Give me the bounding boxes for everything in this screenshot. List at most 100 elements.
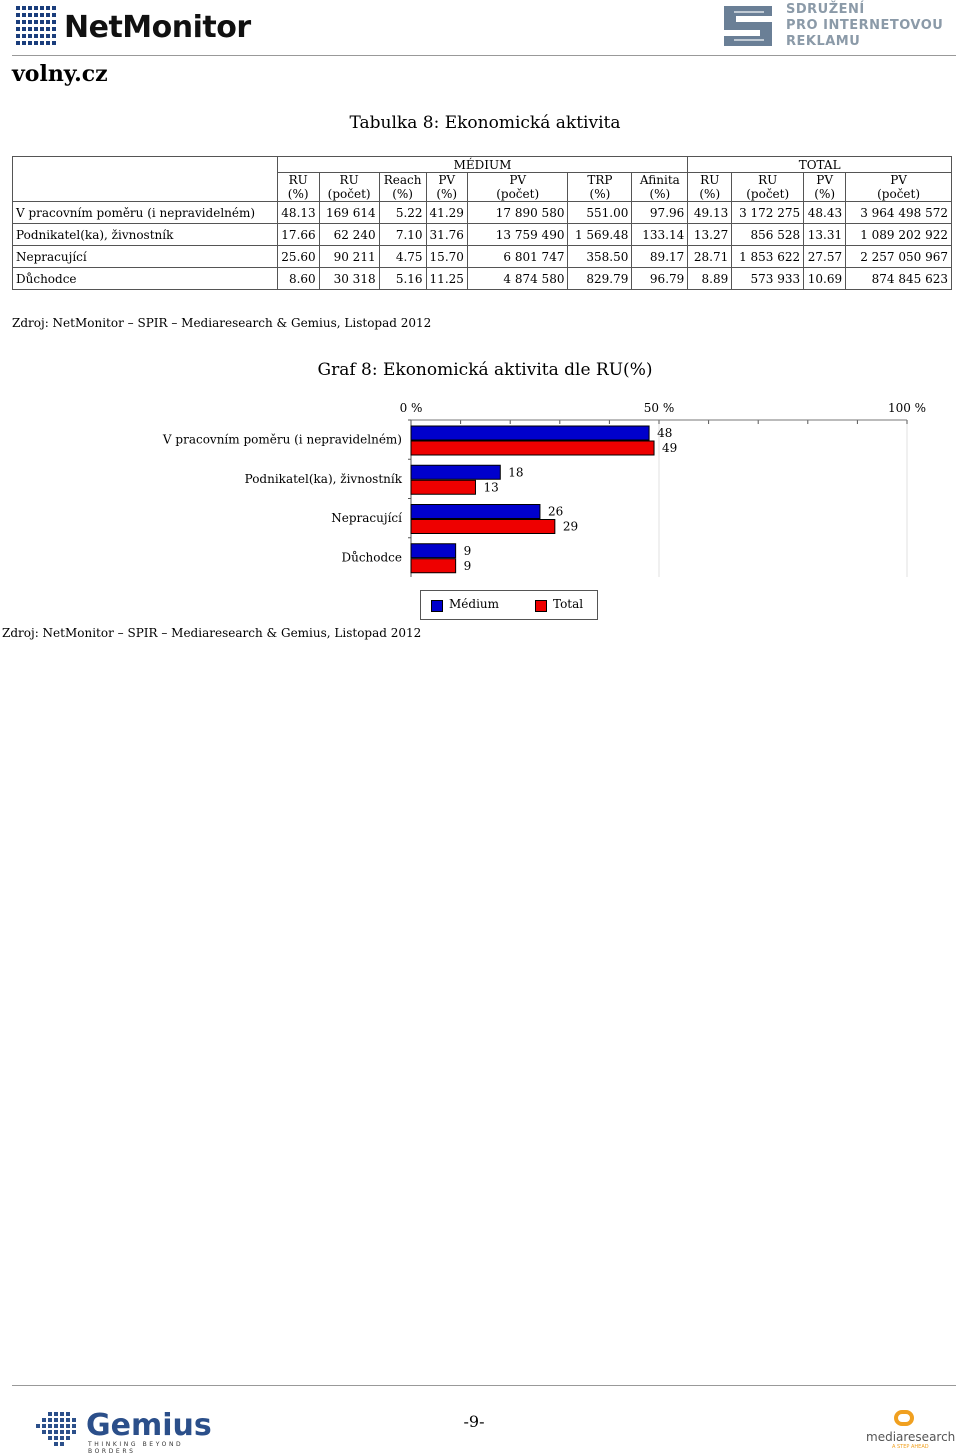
table-cell: 358.50 <box>567 245 633 268</box>
table-cell: 133.14 <box>631 223 689 246</box>
table-cell: 97.96 <box>631 201 689 224</box>
gemius-tagline: THINKING BEYOND BORDERS <box>88 1441 184 1455</box>
spir-line-2: PRO INTERNETOVOU <box>786 18 944 33</box>
table-cell: 25.60 <box>276 245 320 268</box>
table-source: Zdroj: NetMonitor – SPIR – Mediaresearch… <box>12 316 432 330</box>
column-header: RU (počet) <box>318 172 380 202</box>
table-cell: 10.69 <box>803 267 847 290</box>
gemius-dots-icon <box>36 1412 76 1446</box>
bar-medium <box>410 504 541 519</box>
spir-s-icon <box>724 6 772 46</box>
table-cell: 17.66 <box>276 223 320 246</box>
x-tick-label: 0 % <box>400 401 423 415</box>
table-cell: 48.13 <box>276 201 320 224</box>
column-header: Afinita (%) <box>631 172 689 202</box>
table-cell: 13.31 <box>803 223 847 246</box>
table-cell: 829.79 <box>567 267 633 290</box>
table-cell: 30 318 <box>318 267 380 290</box>
economic-activity-chart: 0 % 50 % 100 % V pracovním poměru (i neprav… <box>162 401 926 577</box>
data-label-medium: 18 <box>508 465 523 479</box>
legend-swatch-total <box>535 600 547 612</box>
chart-source: Zdroj: NetMonitor – SPIR – Mediaresearch… <box>2 626 422 640</box>
table-cell: 1 853 622 <box>731 245 805 268</box>
table-cell: 27.57 <box>803 245 847 268</box>
data-label-medium: 48 <box>657 426 672 440</box>
column-header: PV (%) <box>803 172 847 202</box>
table-cell: 31.76 <box>425 223 468 246</box>
category-label: Nepracující <box>331 511 402 525</box>
bar-total <box>410 440 655 456</box>
group-header-medium: MÉDIUM <box>276 156 689 173</box>
chart-title: Graf 8: Ekonomická aktivita dle RU(%) <box>317 360 653 380</box>
gemius-logo: Gemius THINKING BEYOND BORDERS <box>34 1408 214 1455</box>
row-label: Důchodce <box>12 267 278 290</box>
table-cell: 874 845 623 <box>845 267 952 290</box>
table-cell: 7.10 <box>378 223 427 246</box>
site-name: volny.cz <box>12 61 108 87</box>
bar-total <box>410 558 457 574</box>
category-label: V pracovním poměru (i nepravidelném) <box>162 433 402 447</box>
table-cell: 89.17 <box>631 245 689 268</box>
mediaresearch-logo: mediaresearch A STEP AHEAD <box>862 1410 956 1452</box>
table-cell: 13.27 <box>687 223 733 246</box>
bar-total <box>410 479 476 495</box>
table-row: Důchodce 8.60 30 318 5.16 11.25 4 874 58… <box>12 267 952 290</box>
economic-activity-table: MÉDIUM TOTAL RU (%) RU (počet) Reach (%) PV… <box>12 156 952 290</box>
table-cell: 5.16 <box>378 267 427 290</box>
mediaresearch-tagline: A STEP AHEAD <box>892 1444 929 1450</box>
table-cell: 856 528 <box>731 223 805 246</box>
category-label: Podnikatel(ka), živnostník <box>245 472 403 486</box>
data-label-total: 13 <box>483 480 498 494</box>
netmonitor-brand: NetMonitor <box>64 10 251 45</box>
table-cell: 2 257 050 967 <box>845 245 952 268</box>
table-cell: 551.00 <box>567 201 633 224</box>
table-cell: 1 569.48 <box>567 223 633 246</box>
column-header: RU (%) <box>687 172 733 202</box>
table-row: Podnikatel(ka), živnostník 17.66 62 240 … <box>12 223 952 246</box>
x-tick-label: 50 % <box>644 401 675 415</box>
bar-total <box>410 519 556 534</box>
table-cell: 6 801 747 <box>466 245 569 268</box>
row-label: V pracovním poměru (i nepravidelném) <box>12 201 278 224</box>
table-cell: 17 890 580 <box>466 201 569 224</box>
table-cell: 1 089 202 922 <box>845 223 952 246</box>
column-header: PV (počet) <box>466 172 569 202</box>
x-tick-label: 100 % <box>888 401 926 415</box>
table-cell: 11.25 <box>425 267 468 290</box>
bar-medium <box>410 464 501 480</box>
table-cell: 8.60 <box>276 267 320 290</box>
data-label-medium: 26 <box>548 505 563 519</box>
table-cell: 13 759 490 <box>466 223 569 246</box>
row-label: Nepracující <box>12 245 278 268</box>
bar-medium <box>410 543 457 559</box>
table-cell: 8.89 <box>687 267 733 290</box>
table-cell: 573 933 <box>731 267 805 290</box>
category-label: Důchodce <box>341 549 402 564</box>
table-cell: 3 172 275 <box>731 201 805 224</box>
column-header: RU (%) <box>276 172 320 202</box>
data-label-total: 49 <box>662 441 677 455</box>
gemius-name: Gemius <box>86 1408 212 1443</box>
column-header: Reach (%) <box>378 172 427 202</box>
netmonitor-grid-icon <box>16 6 56 45</box>
column-header: PV (počet) <box>845 172 952 202</box>
table-cell: 62 240 <box>318 223 380 246</box>
table-header-blank <box>12 156 278 202</box>
table-cell: 28.71 <box>687 245 733 268</box>
spir-logo: SDRUŽENÍ PRO INTERNETOVOU REKLAMU <box>720 2 956 50</box>
table-cell: 96.79 <box>631 267 689 290</box>
legend-label-medium: Médium <box>449 597 500 611</box>
mediaresearch-ring-icon <box>894 1410 914 1426</box>
table-cell: 5.22 <box>378 201 427 224</box>
mediaresearch-name: mediaresearch <box>866 1430 956 1444</box>
netmonitor-logo: NetMonitor <box>14 4 254 48</box>
table-row: V pracovním poměru (i nepravidelném) 48.… <box>12 201 952 224</box>
table-cell: 49.13 <box>687 201 733 224</box>
table-cell: 90 211 <box>318 245 380 268</box>
table-cell: 169 614 <box>318 201 380 224</box>
chart-legend: Médium Total <box>420 590 598 620</box>
spir-line-3: REKLAMU <box>786 34 861 49</box>
table-row: Nepracující 25.60 90 211 4.75 15.70 6 80… <box>12 245 952 268</box>
table-cell: 3 964 498 572 <box>845 201 952 224</box>
legend-swatch-medium <box>431 600 443 612</box>
